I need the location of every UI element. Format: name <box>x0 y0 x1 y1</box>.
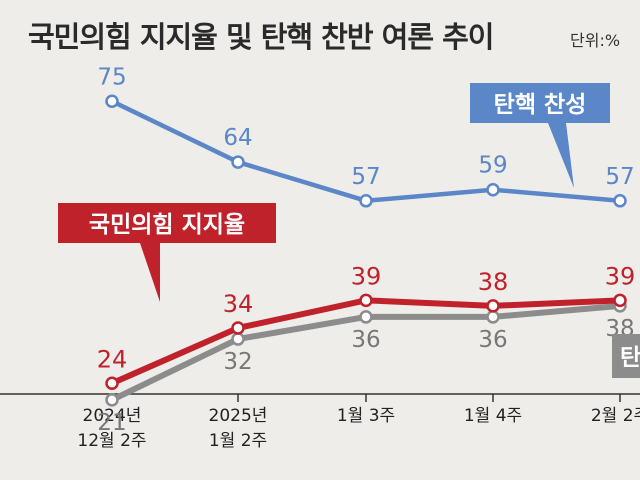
data-label-0-2: 57 <box>351 164 380 190</box>
chart-title: 국민의힘 지지율 및 탄핵 찬반 여론 추이 <box>28 20 494 54</box>
x-tick-label-4: 2월 2주 <box>591 406 640 426</box>
unit-label: 단위:% <box>570 31 621 50</box>
data-label-1-2: 39 <box>351 262 382 290</box>
legend-callout-impeach-yes-label: 탄핵 찬성 <box>494 92 587 118</box>
data-label-1-3: 38 <box>478 268 509 296</box>
legend-callout-impeach-no <box>612 334 640 378</box>
data-point-1-4 <box>613 293 627 308</box>
data-label-0-0: 75 <box>97 64 126 90</box>
data-point-1-2 <box>359 293 373 308</box>
data-label-2-0: 21 <box>97 410 126 436</box>
data-point-2-2 <box>359 310 373 324</box>
data-point-2-1 <box>231 332 245 346</box>
x-tick-label-3: 1월 4주 <box>464 406 522 426</box>
data-label-2-1: 32 <box>223 349 252 375</box>
legend-callout-ppp-label: 국민의힘 지지율 <box>89 212 245 238</box>
data-label-2-2: 36 <box>351 327 380 353</box>
data-label-1-4: 39 <box>605 262 636 290</box>
legend-callout-impeach-yes <box>470 83 610 123</box>
data-label-2-3: 36 <box>478 327 507 353</box>
legend-callout-impeach-no-label: 탄 <box>620 345 640 371</box>
data-point-2-0 <box>105 393 119 407</box>
data-point-2-3 <box>486 310 500 324</box>
data-label-0-3: 59 <box>478 153 507 179</box>
x-tick-label-0: 2024년 12월 2주 <box>77 406 146 451</box>
data-point-0-1 <box>231 155 245 169</box>
data-point-1-3 <box>486 299 500 313</box>
legend-callout-ppp <box>58 203 276 243</box>
x-tick-label-2: 1월 3주 <box>337 406 395 426</box>
x-tick-label-1: 2025년 1월 2주 <box>209 406 268 451</box>
data-point-0-2 <box>359 194 373 208</box>
legend-callout-impeach-yes-pointer <box>548 123 574 188</box>
data-point-1-1 <box>231 321 245 335</box>
data-point-0-0 <box>105 94 119 108</box>
data-point-1-0 <box>105 376 119 391</box>
data-point-0-3 <box>486 182 500 197</box>
data-point-0-4 <box>613 194 627 208</box>
data-label-0-1: 64 <box>223 125 252 151</box>
legend-callout-ppp-pointer <box>140 243 160 302</box>
data-label-1-0: 24 <box>97 345 128 373</box>
data-label-0-4: 57 <box>605 164 634 190</box>
data-label-1-1: 34 <box>223 290 254 318</box>
